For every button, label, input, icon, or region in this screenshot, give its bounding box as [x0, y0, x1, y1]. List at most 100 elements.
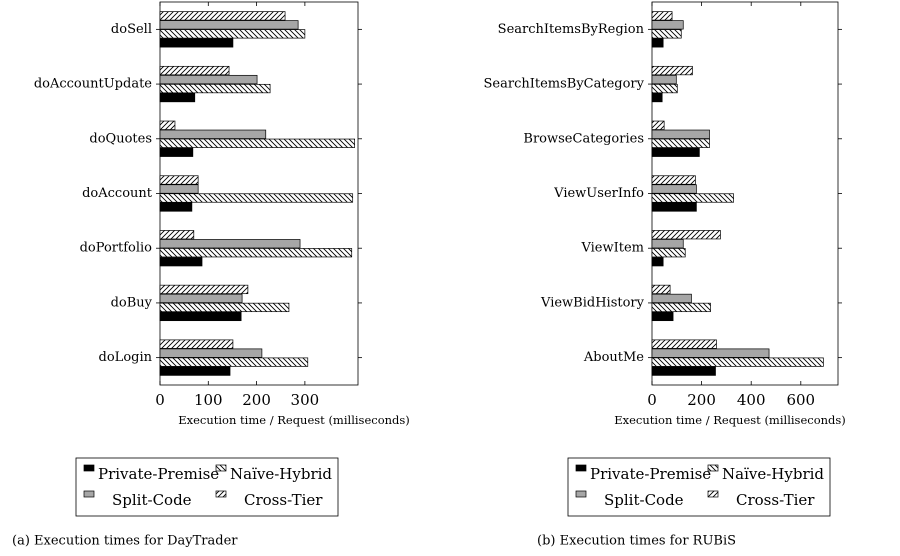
bar: [159, 38, 234, 48]
bar: [651, 65, 693, 76]
y-tick-label: doAccount: [82, 186, 153, 201]
y-tick-label: BrowseCategories: [523, 131, 644, 146]
y-tick-label: doLogin: [99, 350, 153, 365]
y-tick-label: doBuy: [111, 295, 153, 310]
bar: [159, 129, 267, 139]
bar: [159, 65, 230, 76]
bar: [651, 20, 684, 30]
bar: [651, 284, 671, 295]
bar: [159, 311, 242, 322]
x-tick-label: 400: [737, 391, 766, 409]
legend-swatch: [83, 464, 95, 472]
legend-label: Cross-Tier: [736, 491, 815, 509]
legend-swatch: [575, 464, 587, 472]
bar: [651, 339, 717, 349]
x-tick-label: 200: [242, 391, 271, 409]
x-tick-label: 200: [687, 391, 716, 409]
legend-label: Naïve-Hybrid: [722, 465, 824, 483]
legend-swatch: [575, 490, 587, 498]
bar: [651, 202, 697, 212]
y-tick-label: ViewUserInfo: [553, 186, 644, 201]
bar: [651, 302, 711, 313]
bar: [159, 120, 176, 130]
bar: [159, 239, 301, 249]
x-tick-label: 100: [194, 391, 223, 409]
legend-box: [75, 457, 339, 517]
bar: [651, 11, 673, 21]
legend-label: Private-Premise: [98, 465, 219, 483]
bar: [159, 11, 286, 21]
x-axis-label: Execution time / Request (milliseconds): [614, 413, 846, 427]
x-tick-label: 0: [155, 391, 165, 409]
bar: [159, 184, 199, 194]
y-tick-label: doQuotes: [89, 131, 152, 146]
bar: [651, 257, 664, 267]
bar: [159, 339, 234, 349]
x-tick-label: 600: [786, 391, 815, 409]
x-axis-label: Execution time / Request (milliseconds): [178, 413, 410, 427]
bar: [159, 147, 194, 157]
bar: [159, 293, 243, 304]
bar: [159, 257, 203, 267]
y-tick-label: doPortfolio: [80, 241, 153, 256]
bar: [651, 348, 770, 358]
bar: [159, 366, 231, 376]
y-tick-label: AboutMe: [583, 350, 644, 365]
legend-label: Split-Code: [112, 491, 192, 509]
legend-box: [567, 457, 831, 517]
caption: (b) Execution times for RUBiS: [537, 534, 736, 549]
bar: [159, 175, 199, 185]
bar: [159, 284, 249, 295]
caption: (a) Execution times for DayTrader: [12, 534, 238, 549]
bar: [651, 92, 663, 103]
x-tick-label: 300: [291, 391, 320, 409]
legend-swatch: [707, 490, 719, 498]
bar: [651, 366, 716, 376]
bar: [651, 129, 710, 139]
bar: [159, 348, 263, 358]
bar: [159, 29, 306, 39]
bar: [651, 29, 682, 39]
legend-label: Naïve-Hybrid: [230, 465, 332, 483]
bar: [651, 120, 665, 130]
bar: [651, 293, 692, 304]
legend-swatch: [83, 490, 95, 498]
y-tick-label: ViewItem: [580, 241, 644, 256]
legend-label: Cross-Tier: [244, 491, 323, 509]
legend-swatch: [215, 490, 227, 498]
y-tick-label: doAccountUpdate: [34, 77, 152, 92]
legend-label: Private-Premise: [590, 465, 711, 483]
bar: [159, 230, 195, 240]
y-tick-label: SearchItemsByCategory: [484, 77, 645, 92]
bar: [651, 175, 696, 185]
bar: [651, 138, 710, 148]
bar: [651, 74, 677, 85]
legend-label: Split-Code: [604, 491, 684, 509]
x-tick-label: 0: [647, 391, 657, 409]
bar: [159, 83, 271, 94]
bar: [159, 357, 309, 367]
y-tick-label: ViewBidHistory: [540, 295, 645, 310]
bar: [651, 239, 684, 249]
bar: [159, 193, 354, 203]
legend-swatch: [215, 464, 227, 472]
bar: [159, 248, 353, 258]
bar: [651, 311, 674, 322]
bar: [651, 230, 721, 240]
bar: [651, 357, 824, 367]
y-tick-label: SearchItemsByRegion: [498, 22, 645, 37]
bar: [159, 74, 258, 85]
bar: [159, 138, 355, 148]
y-tick-label: doSell: [111, 22, 152, 37]
bar: [159, 20, 299, 30]
bar: [159, 92, 196, 103]
bar: [651, 184, 697, 194]
bar: [651, 83, 678, 94]
bar: [651, 193, 734, 203]
bar: [651, 248, 686, 258]
bar: [651, 38, 664, 48]
bar: [651, 147, 700, 157]
bar: [159, 202, 193, 212]
legend-swatch: [707, 464, 719, 472]
